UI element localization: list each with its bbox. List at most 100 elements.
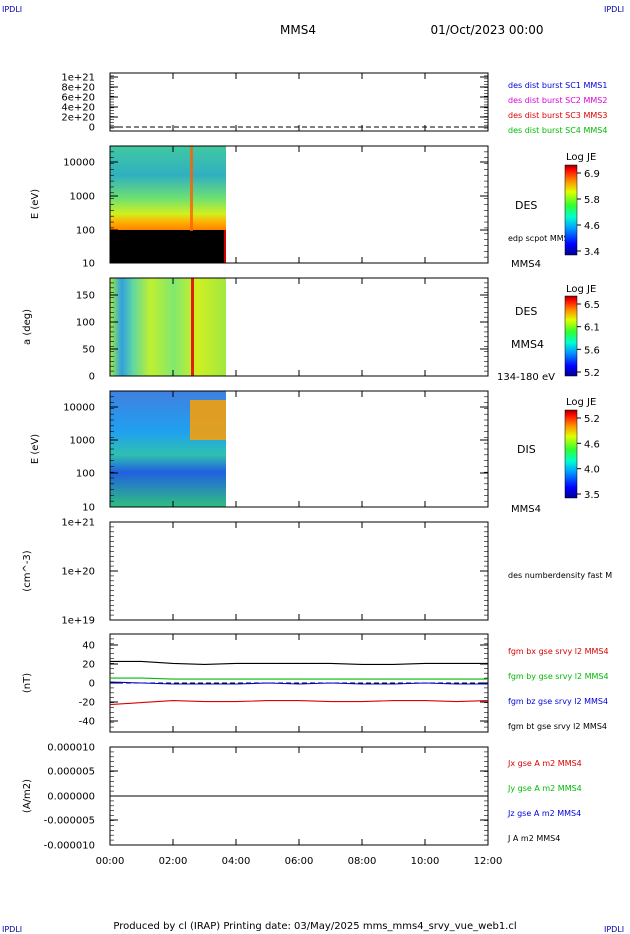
des-pitch-spectrogram [110, 278, 226, 376]
ytick-label: 8e+20 [61, 83, 95, 94]
des-energy-colorbar-ticks: 6.9 5.8 4.6 3.4 [577, 169, 600, 258]
ytick-label: 100 [76, 318, 95, 329]
ytick-label: 0.000000 [47, 792, 95, 803]
des-pitch-yticks: 150 100 50 0 [76, 282, 488, 383]
dis-energy-ylabel: E (eV) [30, 434, 41, 464]
ytick-label: 10 [82, 503, 95, 514]
series-label: Jz gse A m2 MMS4 [507, 809, 581, 818]
ytick-label: 1e+21 [61, 518, 95, 529]
ytick-label: 0 [89, 372, 95, 383]
fgm-series-line [110, 660, 488, 665]
ytick-label: -0.000010 [44, 841, 95, 852]
ytick-label: 4e+20 [61, 103, 95, 114]
ytick-label: 10 [82, 259, 95, 270]
des-energy-edge [224, 230, 226, 263]
des-pitch-colorbar-ticks: 6.5 6.1 5.6 5.2 [577, 300, 600, 379]
xtick-label: 08:00 [348, 856, 377, 867]
colorbar-tick-label: 3.5 [584, 490, 600, 501]
des-pitch-range-label: 134-180 eV [497, 372, 555, 383]
des-energy-scpot-label: edp scpot MMS4 [508, 234, 574, 243]
panel-fgm: (nT) 40 20 0 -20 -40 fgm bx gse srvy l2 MMS4… [22, 633, 609, 733]
ytick-label: 2e+20 [61, 113, 95, 124]
series-label: des numberdensity fast M [508, 571, 612, 580]
ytick-label: 0.000010 [47, 743, 95, 754]
ytick-label: 1e+21 [61, 73, 95, 84]
panel-dis-energy: E (eV) 10000 1000 100 10 DIS MMS4 Log JE 5.… [30, 390, 600, 515]
dis-energy-yticks: 10000 1000 100 10 [63, 396, 488, 514]
series-label: fgm bz gse srvy l2 MMS4 [508, 697, 608, 706]
ytick-label: 50 [82, 345, 95, 356]
series-label: des dist burst SC4 MMS4 [508, 126, 607, 135]
colorbar-tick-label: 4.6 [584, 439, 600, 450]
des-energy-label: DES [515, 199, 537, 212]
des-pitch-colorbar [564, 295, 578, 377]
des-energy-burst-stripe [190, 146, 193, 231]
dis-energy-label: DIS [517, 443, 536, 456]
ytick-label: 0.000005 [47, 767, 95, 778]
panel-dist-frame [109, 72, 489, 132]
series-label: des dist burst SC1 MMS1 [508, 81, 607, 90]
fgm-labels: fgm bx gse srvy l2 MMS4 fgm by gse srvy l… [508, 647, 609, 731]
footer-credit: Produced by cl (IRAP) Printing date: 03/… [113, 921, 516, 932]
ytick-label: 10000 [63, 158, 95, 169]
ytick-label: 150 [76, 291, 95, 302]
corner-label-tr: IPDLI [604, 5, 624, 14]
colorbar-tick-label: 6.1 [584, 323, 600, 334]
time-axis: 00:00 02:00 04:00 06:00 08:00 10:00 12:00 [96, 73, 503, 867]
ytick-label: -0.000005 [44, 816, 95, 827]
des-energy-colorbar-title: Log JE [566, 152, 596, 163]
des-pitch-burst-stripe [191, 278, 194, 376]
ytick-label: -20 [79, 698, 95, 709]
ytick-label: 100 [76, 226, 95, 237]
des-energy-sc-label: MMS4 [511, 259, 541, 270]
panel-density: (cm^-3) 1e+21 1e+20 1e+19 des numberdensit… [22, 518, 612, 627]
series-label: fgm by gse srvy l2 MMS4 [508, 672, 609, 681]
xtick-label: 00:00 [96, 856, 125, 867]
density-labels: des numberdensity fast M [508, 571, 612, 580]
des-energy-spectrogram [110, 146, 226, 263]
panel-current: (A/m2) 0.000010 0.000005 0.000000 -0.000005… [22, 743, 582, 852]
panel-density-frame [109, 521, 489, 621]
series-label: J A m2 MMS4 [507, 834, 560, 843]
dis-energy-sc-label: MMS4 [511, 504, 541, 515]
ytick-label: 10000 [63, 403, 95, 414]
dis-energy-colorbar-title: Log JE [566, 397, 596, 408]
series-label: Jx gse A m2 MMS4 [507, 759, 582, 768]
colorbar-tick-label: 3.4 [584, 247, 600, 258]
panel-des-pitch: a (deg) 150 100 50 0 DES MMS4 134-180 eV Lo… [22, 277, 600, 383]
ytick-label: 0 [89, 679, 95, 690]
des-pitch-label: DES [515, 305, 537, 318]
corner-label-tl: IPDLI [2, 5, 22, 14]
series-label: fgm bx gse srvy l2 MMS4 [508, 647, 609, 656]
xtick-label: 12:00 [474, 856, 503, 867]
panel-des-energy: E (eV) 10000 1000 100 10 DES edp scpot MMS4… [30, 145, 600, 270]
fgm-series-line [110, 677, 488, 680]
density-yticks: 1e+21 1e+20 1e+19 [61, 518, 488, 627]
fgm-ylabel: (nT) [22, 673, 33, 693]
fgm-series-line [109, 700, 489, 706]
dis-energy-hot-region [190, 400, 226, 440]
current-yticks: 0.000010 0.000005 0.000000 -0.000005 -0.0000… [44, 743, 488, 852]
series-label: fgm bt gse srvy l2 MMS4 [508, 722, 607, 731]
ytick-label: 1000 [70, 192, 95, 203]
des-pitch-sc-label: MMS4 [511, 338, 544, 351]
ytick-label: 0 [89, 123, 95, 134]
colorbar-tick-label: 6.5 [584, 300, 600, 311]
ytick-label: 1000 [70, 436, 95, 447]
dist-labels: des dist burst SC1 MMS1 des dist burst SC… [508, 81, 607, 135]
series-label: Jy gse A m2 MMS4 [507, 784, 582, 793]
colorbar-tick-label: 5.6 [584, 345, 600, 356]
xtick-label: 10:00 [411, 856, 440, 867]
ytick-label: 1e+19 [61, 616, 95, 627]
colorbar-tick-label: 5.8 [584, 195, 600, 206]
fgm-yticks: 40 20 0 -20 -40 [79, 638, 488, 728]
current-labels: Jx gse A m2 MMS4 Jy gse A m2 MMS4 Jz gse A… [507, 759, 582, 843]
xtick-label: 06:00 [285, 856, 314, 867]
des-energy-colorbar [564, 164, 578, 256]
corner-label-bl: IPDLI [2, 925, 22, 934]
dis-energy-colorbar [564, 409, 578, 499]
colorbar-tick-label: 6.9 [584, 169, 600, 180]
